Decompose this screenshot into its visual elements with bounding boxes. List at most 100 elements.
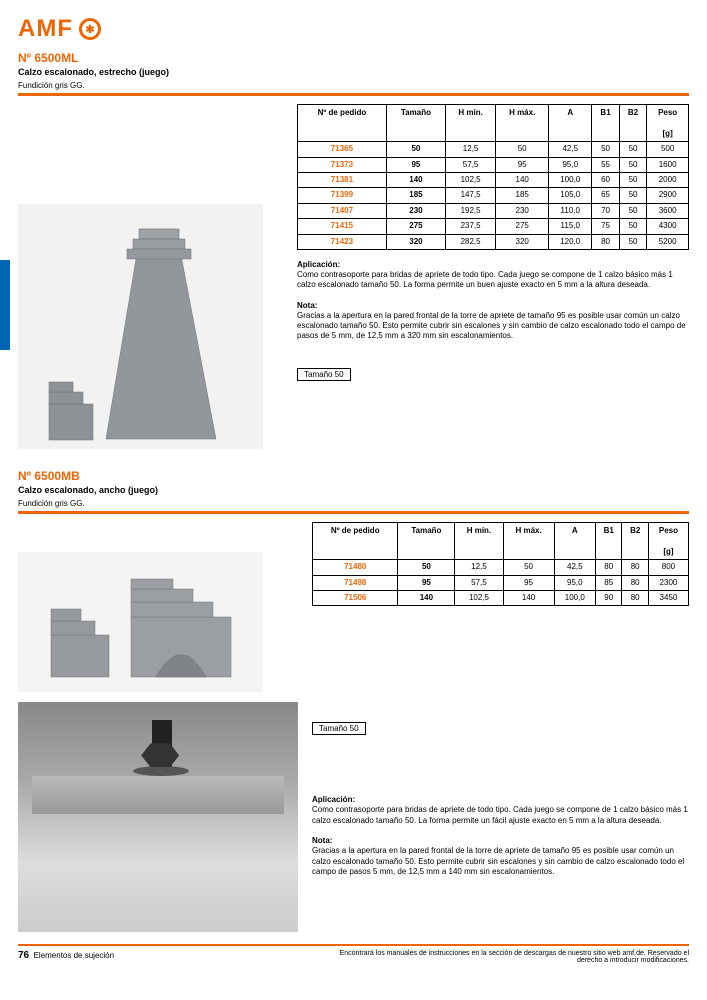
note-heading: Nota: xyxy=(312,836,689,845)
table-cell: 80 xyxy=(592,234,619,249)
table-row: 71415275237,5275115,075504300 xyxy=(298,219,689,234)
table-cell: 71415 xyxy=(298,219,387,234)
page-footer: 76 Elementos de sujeción Encontrará los … xyxy=(18,950,689,964)
table-cell: 2900 xyxy=(647,188,689,203)
col-hmin: H mín. xyxy=(446,105,496,142)
table-row: 713739557,59595,055501600 xyxy=(298,157,689,172)
table-cell: 192,5 xyxy=(446,203,496,218)
note-text: Gracias a la apertura en la pared fronta… xyxy=(312,846,689,877)
brand-logo: AMF ✱ xyxy=(18,15,689,43)
table-cell: 12,5 xyxy=(446,142,496,157)
col-size: Tamaño xyxy=(386,105,445,142)
table-cell: 50 xyxy=(503,560,554,575)
table-cell: 4300 xyxy=(647,219,689,234)
table-row: 71407230192,5230110,070503600 xyxy=(298,203,689,218)
table-cell: 500 xyxy=(647,142,689,157)
table-cell: 42,5 xyxy=(554,560,595,575)
table-cell: 75 xyxy=(592,219,619,234)
table-cell: 120,0 xyxy=(549,234,592,249)
table-row: 714805012,55042,58080800 xyxy=(313,560,689,575)
table-cell: 230 xyxy=(496,203,549,218)
table-cell: 95,0 xyxy=(554,575,595,590)
brand-icon: ✱ xyxy=(79,18,101,40)
application-heading: Aplicación: xyxy=(312,795,689,804)
table-row: 71423320282,5320120,080505200 xyxy=(298,234,689,249)
table-row: 713655012,55042,55050500 xyxy=(298,142,689,157)
table-cell: 185 xyxy=(386,188,445,203)
footer-legal: Encontrará los manuales de instrucciones… xyxy=(329,950,689,964)
page-number: 76 xyxy=(18,950,29,961)
col-b1: B1 xyxy=(592,105,619,142)
table-cell: 2300 xyxy=(648,575,688,590)
table-cell: 320 xyxy=(496,234,549,249)
table-cell: 282,5 xyxy=(446,234,496,249)
section-6500mb: Nº 6500MB Calzo escalonado, ancho (juego… xyxy=(18,469,689,932)
dim-label: Tamaño 50 xyxy=(312,722,366,735)
dim-label: Tamaño 50 xyxy=(297,368,351,381)
table-cell: 800 xyxy=(648,560,688,575)
table-cell: 102,5 xyxy=(455,590,503,605)
brand-text: AMF xyxy=(18,15,73,43)
product-material: Fundición gris GG. xyxy=(18,499,689,508)
table-cell: 50 xyxy=(398,560,455,575)
col-order: Nº de pedido xyxy=(298,105,387,142)
footer-category: Elementos de sujeción xyxy=(34,951,115,960)
application-photo xyxy=(18,702,298,932)
table-cell: 237,5 xyxy=(446,219,496,234)
table-cell: 71407 xyxy=(298,203,387,218)
table-cell: 71373 xyxy=(298,157,387,172)
table-cell: 71365 xyxy=(298,142,387,157)
table-cell: 50 xyxy=(619,157,646,172)
product-material: Fundición gris GG. xyxy=(18,81,689,90)
table-cell: 57,5 xyxy=(446,157,496,172)
table-cell: 65 xyxy=(592,188,619,203)
table-cell: 275 xyxy=(496,219,549,234)
product-image xyxy=(18,204,263,449)
table-cell: 50 xyxy=(592,142,619,157)
table-cell: 275 xyxy=(386,219,445,234)
table-cell: 80 xyxy=(622,590,648,605)
table-cell: 71480 xyxy=(313,560,398,575)
product-image xyxy=(18,552,263,692)
table-cell: 57,5 xyxy=(455,575,503,590)
application-heading: Aplicación: xyxy=(297,260,689,269)
table-cell: 90 xyxy=(596,590,622,605)
table-cell: 140 xyxy=(496,172,549,187)
table-cell: 50 xyxy=(619,188,646,203)
table-row: 714989557,59595,085802300 xyxy=(313,575,689,590)
table-cell: 95 xyxy=(386,157,445,172)
table-cell: 80 xyxy=(596,560,622,575)
table-cell: 71498 xyxy=(313,575,398,590)
table-cell: 42,5 xyxy=(549,142,592,157)
divider xyxy=(18,511,689,514)
col-weight: Peso[g] xyxy=(648,523,688,560)
table-cell: 95 xyxy=(496,157,549,172)
table-row: 71399185147,5185105,065502900 xyxy=(298,188,689,203)
table-cell: 140 xyxy=(398,590,455,605)
note-text: Gracias a la apertura en la pared fronta… xyxy=(297,311,689,342)
table-cell: 50 xyxy=(619,234,646,249)
table-cell: 105,0 xyxy=(549,188,592,203)
table-cell: 95 xyxy=(503,575,554,590)
table-cell: 1600 xyxy=(647,157,689,172)
table-row: 71506140102,5140100,090803450 xyxy=(313,590,689,605)
table-cell: 50 xyxy=(619,172,646,187)
footer-rule xyxy=(18,944,689,946)
dimension-diagram: Tamaño 50 xyxy=(297,362,689,381)
table-cell: 50 xyxy=(386,142,445,157)
col-weight: Peso[g] xyxy=(647,105,689,142)
table-cell: 5200 xyxy=(647,234,689,249)
table-cell: 85 xyxy=(596,575,622,590)
table-cell: 102,5 xyxy=(446,172,496,187)
product-title: Calzo escalonado, estrecho (juego) xyxy=(18,67,689,77)
col-b2: B2 xyxy=(619,105,646,142)
table-cell: 71423 xyxy=(298,234,387,249)
table-cell: 70 xyxy=(592,203,619,218)
note-heading: Nota: xyxy=(297,301,689,310)
col-order: Nº de pedido xyxy=(313,523,398,560)
table-cell: 71381 xyxy=(298,172,387,187)
col-a: A xyxy=(549,105,592,142)
table-cell: 320 xyxy=(386,234,445,249)
table-cell: 12,5 xyxy=(455,560,503,575)
table-cell: 80 xyxy=(622,575,648,590)
